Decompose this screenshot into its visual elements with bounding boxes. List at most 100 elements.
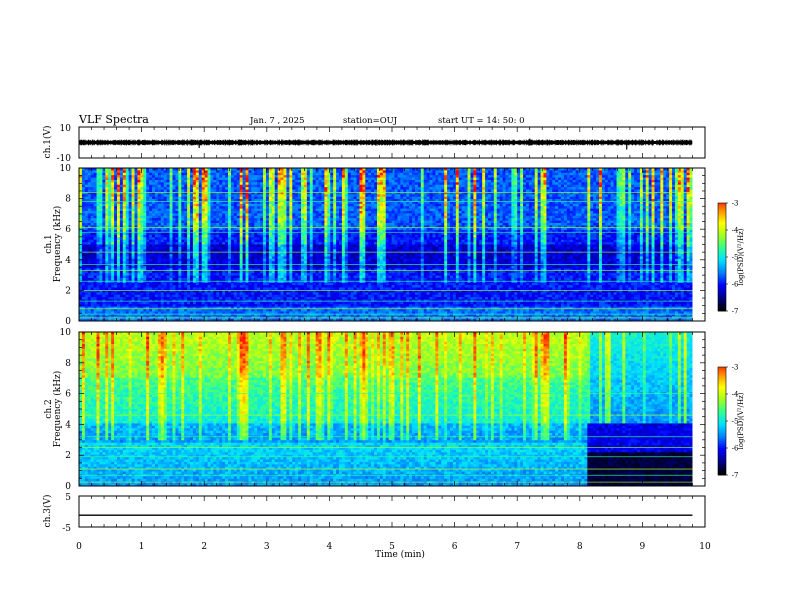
- heatmap-cell: [488, 180, 491, 183]
- heatmap-cell: [307, 173, 310, 176]
- heatmap-cell: [208, 180, 211, 183]
- heatmap-cell: [91, 180, 94, 183]
- heatmap-cell: [581, 170, 584, 173]
- heatmap-cell: [234, 175, 237, 178]
- heatmap-cell: [178, 178, 181, 181]
- heatmap-cell: [526, 178, 529, 181]
- heatmap-cell: [228, 173, 231, 176]
- heatmap-cell: [275, 180, 278, 183]
- heatmap-cell: [357, 180, 360, 183]
- heatmap-cell: [447, 175, 450, 178]
- heatmap-cell: [669, 173, 672, 176]
- heatmap-cell: [120, 182, 123, 185]
- heatmap-cell: [135, 180, 138, 183]
- heatmap-cell: [395, 175, 398, 178]
- heatmap-cell: [453, 178, 456, 181]
- heatmap-cell: [167, 170, 170, 173]
- heatmap-cell: [625, 175, 628, 178]
- heatmap-cell: [283, 173, 286, 176]
- heatmap-cell: [576, 173, 579, 176]
- heatmap-cell: [146, 175, 149, 178]
- heatmap-cell: [357, 178, 360, 181]
- heatmap-cell: [105, 175, 108, 178]
- heatmap-cell: [246, 180, 249, 183]
- heatmap-cell: [336, 173, 339, 176]
- heatmap-cell: [266, 180, 269, 183]
- heatmap-cell: [114, 182, 117, 185]
- heatmap-cell: [336, 170, 339, 173]
- heatmap-cell: [216, 178, 219, 181]
- heatmap-cell: [427, 173, 430, 176]
- heatmap-cell: [199, 178, 202, 181]
- heatmap-cell: [205, 180, 208, 183]
- heatmap-cell: [336, 178, 339, 181]
- heatmap-cell: [208, 175, 211, 178]
- heatmap-cell: [541, 180, 544, 183]
- heatmap-cell: [129, 175, 132, 178]
- heatmap-cell: [476, 173, 479, 176]
- heatmap-cell: [535, 170, 538, 173]
- heatmap-cell: [596, 180, 599, 183]
- heatmap-cell: [155, 175, 158, 178]
- heatmap-cell: [137, 180, 140, 183]
- heatmap-cell: [690, 180, 693, 183]
- heatmap-cell: [342, 180, 345, 183]
- heatmap-cell: [365, 180, 368, 183]
- heatmap-cell: [298, 170, 301, 173]
- heatmap-cell: [269, 178, 272, 181]
- heatmap-cell: [494, 170, 497, 173]
- heatmap-cell: [91, 182, 94, 185]
- heatmap-cell: [243, 170, 246, 173]
- heatmap-cell: [526, 175, 529, 178]
- heatmap-cell: [643, 175, 646, 178]
- heatmap-cell: [161, 175, 164, 178]
- heatmap-cell: [123, 178, 126, 181]
- heatmap-cell: [149, 173, 152, 176]
- heatmap-cell: [167, 180, 170, 183]
- heatmap-cell: [111, 170, 114, 173]
- heatmap-cell: [634, 178, 637, 181]
- heatmap-cell: [438, 170, 441, 173]
- heatmap-cell: [619, 170, 622, 173]
- heatmap-cell: [167, 175, 170, 178]
- heatmap-cell: [427, 175, 430, 178]
- heatmap-cell: [649, 170, 652, 173]
- heatmap-cell: [482, 170, 485, 173]
- heatmap-cell: [348, 173, 351, 176]
- heatmap-cell: [319, 178, 322, 181]
- heatmap-cell: [354, 175, 357, 178]
- heatmap-cell: [573, 173, 576, 176]
- heatmap-cell: [611, 173, 614, 176]
- ch1-ytick-bottom: -10: [57, 154, 72, 164]
- heatmap-cell: [281, 180, 284, 183]
- heatmap-cell: [567, 180, 570, 183]
- heatmap-cell: [272, 173, 275, 176]
- heatmap-cell: [126, 175, 129, 178]
- heatmap-cell: [631, 178, 634, 181]
- heatmap-cell: [243, 175, 246, 178]
- heatmap-cell: [438, 180, 441, 183]
- heatmap-cell: [327, 170, 330, 173]
- heatmap-cell: [432, 178, 435, 181]
- heatmap-cell: [392, 175, 395, 178]
- heatmap-cell: [418, 180, 421, 183]
- heatmap-cell: [462, 170, 465, 173]
- heatmap-cell: [415, 173, 418, 176]
- heatmap-cell: [237, 180, 240, 183]
- heatmap-cell: [435, 173, 438, 176]
- heatmap-cell: [570, 173, 573, 176]
- heatmap-cell: [219, 178, 222, 181]
- heatmap-cell: [374, 170, 377, 173]
- heatmap-cell: [666, 170, 669, 173]
- heatmap-cell: [675, 170, 678, 173]
- heatmap-cell: [149, 170, 152, 173]
- heatmap-cell: [257, 170, 260, 173]
- heatmap-cell: [470, 173, 473, 176]
- heatmap-cell: [555, 175, 558, 178]
- heatmap-cell: [240, 175, 243, 178]
- heatmap-cell: [649, 178, 652, 181]
- heatmap-cell: [342, 178, 345, 181]
- heatmap-cell: [430, 170, 433, 173]
- heatmap-cell: [400, 170, 403, 173]
- heatmap-cell: [181, 170, 184, 173]
